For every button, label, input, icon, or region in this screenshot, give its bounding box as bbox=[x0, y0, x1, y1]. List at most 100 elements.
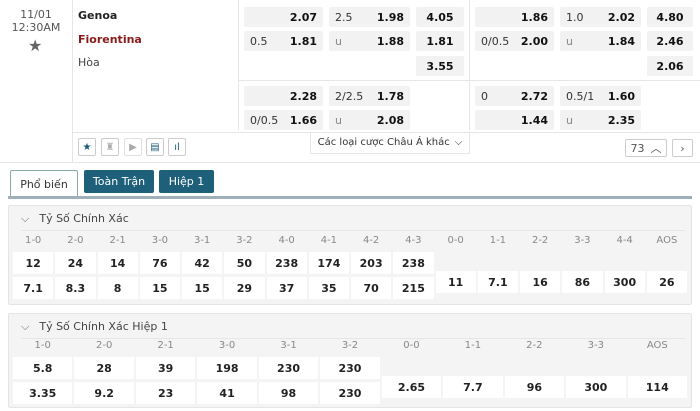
divider bbox=[21, 230, 685, 231]
1x2-odds-cell[interactable]: 1.81 bbox=[416, 31, 464, 51]
correct-score-h1-section: ⌵ Tỷ Số Chính Xác Hiệp 1 1-0 5.8 3.35 2-0 28 9… bbox=[8, 313, 692, 408]
score-odds-cell[interactable]: 2.65 bbox=[381, 376, 442, 398]
score-odds-cell[interactable]: 98 bbox=[258, 382, 319, 404]
odds-value: 2.07 bbox=[289, 10, 317, 24]
handicap-odds-cell[interactable]: 2.28 bbox=[244, 86, 323, 106]
score-column: 3-0 198 41 bbox=[196, 338, 257, 404]
score-column: AOS 114 bbox=[627, 338, 688, 404]
score-label: 3-3 bbox=[587, 340, 604, 351]
stats-icon[interactable]: ıl bbox=[168, 138, 186, 156]
score-odds-cell[interactable]: 14 bbox=[97, 252, 138, 274]
favorite-star-icon[interactable]: ★ bbox=[28, 36, 43, 55]
match-datetime: 11/01 12:30AM bbox=[0, 8, 72, 34]
score-odds-cell[interactable]: 42 bbox=[182, 252, 223, 274]
1x2-odds-cell[interactable]: 4.05 bbox=[416, 7, 464, 27]
next-button[interactable]: › bbox=[672, 139, 693, 157]
section-header[interactable]: ⌵ Tỷ Số Chính Xác Hiệp 1 bbox=[21, 320, 168, 334]
section-header[interactable]: ⌵ Tỷ Số Chính Xác bbox=[21, 212, 129, 226]
1x2-odds-cell[interactable]: 2.46 bbox=[647, 31, 693, 51]
score-odds-cell[interactable]: 37 bbox=[266, 277, 307, 299]
score-odds-cell[interactable]: 7.7 bbox=[443, 376, 503, 398]
score-odds-cell[interactable]: 96 bbox=[504, 376, 565, 398]
handicap-odds-cell[interactable]: 0 2.72 bbox=[475, 86, 554, 106]
over-under-odds-cell[interactable]: u 2.35 bbox=[560, 110, 641, 130]
odds-value: 1.81 bbox=[289, 34, 317, 48]
score-odds-cell[interactable]: 70 bbox=[351, 277, 392, 299]
score-odds-cell[interactable]: 26 bbox=[646, 271, 687, 293]
more-bets-button[interactable]: 73 ︿ bbox=[625, 139, 667, 157]
score-odds-cell[interactable]: 11 bbox=[435, 271, 476, 293]
score-odds-cell[interactable]: 198 bbox=[197, 357, 257, 379]
tab-popular[interactable]: Phổ biến bbox=[10, 170, 78, 197]
score-column: 3-1 230 98 bbox=[258, 338, 319, 404]
score-odds-cell[interactable]: 5.8 bbox=[13, 357, 73, 379]
score-odds-cell[interactable]: 28 bbox=[74, 357, 134, 379]
score-label: AOS bbox=[646, 340, 668, 351]
score-odds-cell[interactable]: 7.1 bbox=[13, 277, 54, 299]
tab-full-match[interactable]: Toàn Trận bbox=[84, 170, 154, 193]
handicap-line: 2/2.5 bbox=[335, 89, 364, 103]
score-odds-cell[interactable]: 12 bbox=[13, 252, 54, 274]
score-odds-cell[interactable]: 50 bbox=[224, 252, 265, 274]
score-odds-cell[interactable]: 230 bbox=[258, 357, 319, 379]
score-odds-cell[interactable]: 8 bbox=[97, 277, 138, 299]
over-under-odds-cell[interactable]: 0.5/1 1.60 bbox=[560, 86, 641, 106]
score-odds-cell[interactable]: 24 bbox=[55, 252, 96, 274]
score-odds-cell[interactable]: 86 bbox=[562, 271, 603, 293]
handicap-odds-cell[interactable]: 1.44 bbox=[475, 110, 554, 130]
score-odds-cell[interactable]: 23 bbox=[135, 382, 196, 404]
over-under-odds-cell[interactable]: u 1.88 bbox=[329, 31, 410, 51]
1x2-odds-cell[interactable]: 2.06 bbox=[647, 56, 693, 76]
away-team[interactable]: Fiorentina bbox=[78, 33, 142, 46]
over-under-odds-cell[interactable]: 2.5 1.98 bbox=[329, 7, 410, 27]
score-odds-cell[interactable]: 29 bbox=[224, 277, 265, 299]
over-under-odds-cell[interactable]: u 2.08 bbox=[329, 110, 410, 130]
score-odds-cell[interactable]: 16 bbox=[520, 271, 561, 293]
handicap-odds-cell[interactable]: 0/0.5 2.00 bbox=[475, 31, 554, 51]
score-odds-cell[interactable]: 35 bbox=[308, 277, 349, 299]
score-odds-cell[interactable]: 9.2 bbox=[74, 382, 134, 404]
score-odds-cell[interactable]: 15 bbox=[182, 277, 223, 299]
score-odds-cell[interactable]: 300 bbox=[566, 376, 626, 398]
jersey-icon[interactable]: ♜ bbox=[101, 138, 119, 156]
score-odds-cell[interactable]: 114 bbox=[627, 376, 687, 398]
score-odds-cell[interactable]: 174 bbox=[308, 252, 349, 274]
score-odds-cell[interactable]: 3.35 bbox=[13, 382, 73, 404]
handicap-line: u bbox=[566, 113, 573, 127]
score-odds-cell[interactable]: 76 bbox=[139, 252, 180, 274]
score-odds-cell[interactable]: 15 bbox=[139, 277, 180, 299]
handicap-odds-cell[interactable]: 0.5 1.81 bbox=[244, 31, 323, 51]
score-odds-cell[interactable]: 41 bbox=[197, 382, 257, 404]
score-label: 2-0 bbox=[96, 340, 113, 351]
scoreboard-icon[interactable]: ▤ bbox=[146, 138, 164, 156]
other-asian-bets-dropdown[interactable]: Các loại cược Châu Á khác ⌵ bbox=[310, 132, 470, 154]
over-under-odds-cell[interactable]: 1.0 2.02 bbox=[560, 7, 641, 27]
odds-value: 1.60 bbox=[607, 89, 635, 103]
score-odds-cell[interactable]: 300 bbox=[604, 271, 645, 293]
score-odds-cell[interactable]: 238 bbox=[393, 252, 434, 274]
score-odds-cell[interactable]: 7.1 bbox=[477, 271, 518, 293]
over-under-odds-cell[interactable]: u 1.84 bbox=[560, 31, 641, 51]
over-under-odds-cell[interactable]: 2/2.5 1.78 bbox=[329, 86, 410, 106]
play-icon[interactable]: ▶ bbox=[124, 138, 142, 156]
score-column: 2-1 14 8 bbox=[97, 233, 139, 299]
home-team[interactable]: Genoa bbox=[78, 9, 118, 22]
handicap-odds-cell[interactable]: 0/0.5 1.66 bbox=[244, 110, 323, 130]
score-odds-cell[interactable]: 8.3 bbox=[55, 277, 96, 299]
score-label: 1-0 bbox=[24, 235, 42, 246]
score-odds-cell[interactable]: 238 bbox=[266, 252, 307, 274]
handicap-odds-cell[interactable]: 2.07 bbox=[244, 7, 323, 27]
score-odds-cell[interactable]: 230 bbox=[320, 382, 380, 404]
score-column: 4-1 174 35 bbox=[308, 233, 350, 299]
divider bbox=[72, 0, 73, 162]
score-odds-cell[interactable]: 203 bbox=[351, 252, 392, 274]
1x2-odds-cell[interactable]: 4.80 bbox=[647, 7, 693, 27]
1x2-odds-cell[interactable]: 3.55 bbox=[416, 56, 464, 76]
score-odds-cell[interactable]: 215 bbox=[393, 277, 434, 299]
tab-first-half[interactable]: Hiệp 1 bbox=[159, 170, 214, 193]
score-odds-cell[interactable]: 230 bbox=[320, 357, 380, 379]
match-date: 11/01 bbox=[20, 8, 52, 21]
star-icon[interactable]: ★ bbox=[78, 138, 96, 156]
handicap-odds-cell[interactable]: 1.86 bbox=[475, 7, 554, 27]
score-odds-cell[interactable]: 39 bbox=[135, 357, 196, 379]
